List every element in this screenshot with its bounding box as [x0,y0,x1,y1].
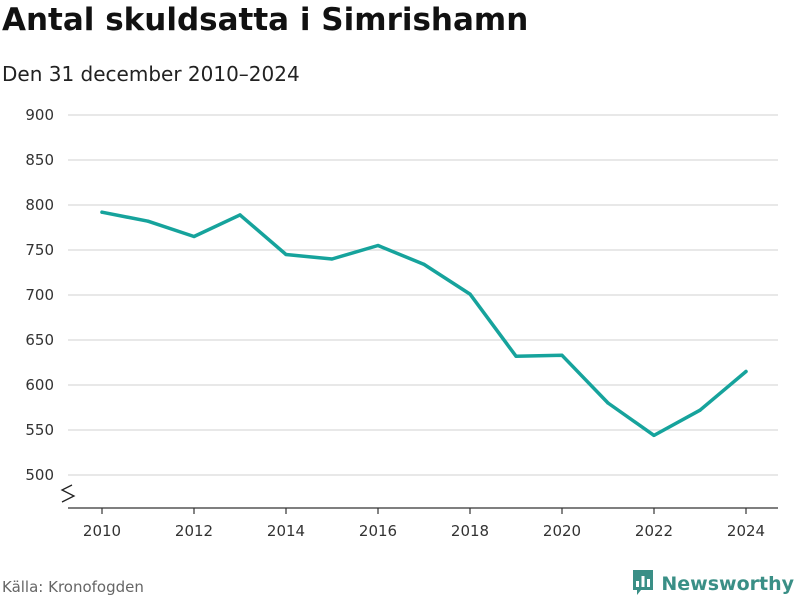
y-tick-label: 550 [25,421,54,439]
data-point [330,257,334,261]
brand-name: Newsworthy [661,573,794,595]
gridlines [68,114,778,476]
y-axis-ticks: 500 550 600 650 700 750 800 850 900 [25,106,54,484]
axis-break-icon [60,484,76,503]
x-tick-label: 2012 [175,522,213,540]
data-point [652,433,656,437]
bar-chart-icon [631,568,655,600]
series-line [100,210,748,438]
source-note: Källa: Kronofogden [2,578,144,596]
x-tick-label: 2022 [635,522,673,540]
series-lines [100,210,748,438]
x-tick-label: 2018 [451,522,489,540]
data-point [606,401,610,405]
data-point [192,234,196,239]
x-axis-ticks: 2010 2012 2014 2016 2018 2020 2022 2024 [83,508,765,540]
data-point [514,354,518,358]
y-tick-label: 850 [25,151,54,169]
x-tick-label: 2020 [543,522,581,540]
y-tick-label: 750 [25,241,54,259]
y-tick-label: 700 [25,286,54,304]
x-tick-label: 2010 [83,522,121,540]
data-point [100,210,104,214]
chart-title: Antal skuldsatta i Simrishamn [2,2,529,38]
chart-subtitle: Den 31 december 2010–2024 [2,62,300,86]
x-tick-label: 2014 [267,522,305,540]
x-axis [60,484,778,509]
y-tick-label: 800 [25,196,54,214]
data-point [468,292,472,296]
y-tick-label: 650 [25,331,54,349]
data-point [560,353,564,357]
data-point [422,262,426,266]
y-tick-label: 500 [25,466,54,484]
data-point [284,252,288,257]
x-tick-label: 2024 [727,522,765,540]
data-point [698,408,702,412]
data-point [376,243,380,248]
brand-logo: Newsworthy [631,568,794,600]
y-tick-label: 600 [25,376,54,394]
x-tick-label: 2016 [359,522,397,540]
data-point [744,369,748,374]
data-point [238,213,242,217]
data-point [146,219,150,223]
y-tick-label: 900 [25,106,54,124]
